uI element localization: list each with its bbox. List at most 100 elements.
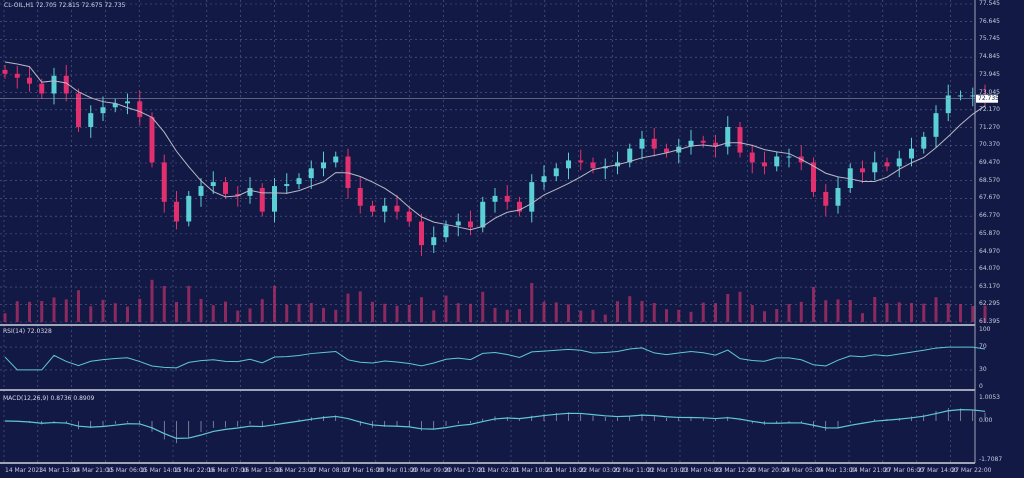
candle-body xyxy=(370,205,375,212)
volume-bar xyxy=(861,313,864,322)
macd-tick-label: 0.00 xyxy=(979,416,993,424)
candle-body xyxy=(223,182,228,194)
candle-body xyxy=(333,156,339,163)
price-tick-label: 64.970 xyxy=(979,247,1000,255)
candle-body xyxy=(284,184,290,187)
candle-body xyxy=(39,83,45,94)
volume-bar xyxy=(77,290,80,322)
volume-bar xyxy=(444,295,448,322)
volume-bar xyxy=(652,303,656,322)
time-tick-label: 14 Mar 21:00 xyxy=(72,467,113,474)
volume-bar xyxy=(873,297,877,322)
volume-bar xyxy=(971,306,975,322)
volume-bar xyxy=(3,313,7,322)
volume-bar xyxy=(689,311,693,322)
candle-body xyxy=(27,77,32,84)
candle-body xyxy=(749,152,755,163)
volume-bar xyxy=(432,310,436,322)
macd-signal-line xyxy=(4,409,986,439)
volume-bar xyxy=(358,291,362,322)
volume-bar xyxy=(175,302,178,322)
volume-bar xyxy=(885,303,889,322)
price-tick-label: 67.670 xyxy=(979,194,1000,202)
time-tick-label: 15 Mar 22:00 xyxy=(174,467,215,474)
volume-bar xyxy=(677,309,681,322)
candle-body xyxy=(137,101,143,118)
time-tick-label: 20 Mar 17:00 xyxy=(444,467,485,474)
candle-body xyxy=(578,160,584,163)
candle-body xyxy=(455,221,461,226)
candle-body xyxy=(725,126,731,147)
price-tick-label: 73.945 xyxy=(979,70,1000,78)
candle-body xyxy=(161,162,167,202)
candle-body xyxy=(872,162,878,173)
price-tick-label: 65.870 xyxy=(979,229,1000,237)
candle-body xyxy=(235,193,241,196)
volume-bar xyxy=(199,299,203,322)
volume-bar xyxy=(579,310,583,322)
volume-bar xyxy=(407,305,411,322)
time-tick-label: 17 Mar 08:00 xyxy=(309,467,350,474)
volume-bar xyxy=(763,311,766,322)
candle-body xyxy=(835,188,841,206)
price-tick-label: 71.270 xyxy=(979,123,1000,131)
volume-bar xyxy=(138,298,142,322)
candle-body xyxy=(419,221,424,246)
time-tick-label: 24 Mar 05:00 xyxy=(782,467,823,474)
volume-bar xyxy=(15,301,19,322)
time-tick-label: 15 Mar 06:00 xyxy=(106,467,147,474)
candle-body xyxy=(88,113,94,127)
volume-bar xyxy=(518,309,521,322)
volume-bar xyxy=(628,296,632,322)
volume-bar xyxy=(750,305,754,322)
candle-body xyxy=(345,156,351,189)
volume-bar xyxy=(616,301,619,322)
volume-bar xyxy=(371,301,374,322)
price-tick-label: 77.545 xyxy=(979,0,1000,7)
candle-body xyxy=(186,195,192,222)
volume-bar xyxy=(738,291,742,322)
candle-body xyxy=(970,95,976,97)
volume-bar xyxy=(726,294,730,322)
candle-body xyxy=(63,75,69,94)
volume-bar xyxy=(554,302,558,322)
time-tick-label: 14 Mar 13:00 xyxy=(38,467,79,474)
volume-bar xyxy=(640,301,644,322)
candle-body xyxy=(762,162,767,167)
volume-bar xyxy=(665,309,668,322)
volume-bar xyxy=(248,308,252,322)
time-tick-label: 23 Mar 12:00 xyxy=(714,467,755,474)
candle-body xyxy=(651,138,657,149)
rsi-tick-label: 100 xyxy=(979,326,991,333)
price-tick-label: 61.395 xyxy=(979,318,1000,325)
time-tick-label: 14 Mar 2023 xyxy=(5,467,44,474)
price-tick-label: 63.170 xyxy=(979,283,1000,291)
candle-body xyxy=(198,186,204,196)
candle-body xyxy=(272,186,277,212)
candle-body xyxy=(468,221,473,228)
volume-bar xyxy=(469,303,472,322)
macd-tick-label: 1.0053 xyxy=(979,394,1000,401)
candle-body xyxy=(149,117,155,163)
current-price-label: 72.735 xyxy=(978,94,999,102)
candle-body xyxy=(406,211,412,222)
price-tick-label: 66.770 xyxy=(979,212,1000,220)
rsi-title: RSI(14) 72.0328 xyxy=(3,328,52,335)
candle-body xyxy=(51,75,57,94)
volume-bar xyxy=(28,301,31,322)
time-tick-label: 21 Mar 18:00 xyxy=(545,467,586,474)
candle-body xyxy=(627,148,633,163)
volume-bar xyxy=(493,307,497,322)
volume-bar xyxy=(334,309,338,322)
candle-body xyxy=(958,95,963,97)
volume-bar xyxy=(799,301,803,322)
volume-bar xyxy=(150,279,154,322)
time-tick-label: 20 Mar 09:00 xyxy=(410,467,451,474)
volume-bar xyxy=(567,304,570,322)
macd-tick-label: -1.7087 xyxy=(979,456,1003,463)
candle-body xyxy=(125,101,130,104)
time-tick-label: 23 Mar 04:00 xyxy=(681,467,722,474)
candle-body xyxy=(100,107,106,114)
time-tick-label: 16 Mar 15:00 xyxy=(241,467,282,474)
